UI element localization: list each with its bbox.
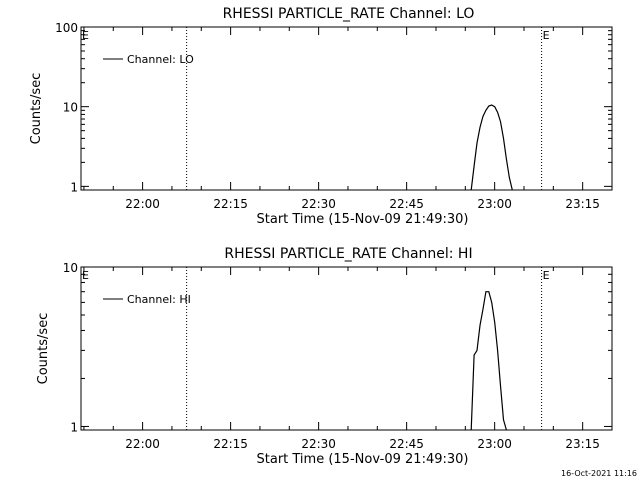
chart-panel-2: RHESSI PARTICLE_RATE Channel: HI E E 22:00 2…	[36, 246, 613, 467]
x-axis-label: Start Time (15-Nov-09 21:49:30)	[257, 452, 469, 467]
x-tick-label-2230: 22:30	[301, 437, 336, 451]
chart-title: RHESSI PARTICLE_RATE Channel: HI	[224, 246, 472, 262]
x-tick-label-2315: 23:15	[565, 437, 600, 451]
chart-panel-1: RHESSI PARTICLE_RATE Channel: LO E E 22:00 2…	[29, 6, 613, 227]
x-tick-label-2245: 22:45	[389, 437, 424, 451]
x-tick-label-2215: 22:15	[213, 197, 248, 211]
series-line-channel-lo	[470, 104, 513, 191]
chart-panels: RHESSI PARTICLE_RATE Channel: LO E E 22:00 2…	[29, 6, 613, 467]
footer-timestamp: 16-Oct-2021 11:16	[561, 469, 637, 478]
plot-frame	[80, 26, 613, 191]
marker-label-3: E	[543, 269, 550, 282]
y-tick-label-1: 1	[70, 420, 78, 434]
y-axis-label: Counts/sec	[29, 73, 44, 145]
marker-label-1: E	[82, 269, 89, 282]
legend-label: Channel: LO	[127, 53, 194, 66]
y-tick-label-100: 100	[55, 21, 78, 35]
y-tick-label-1: 1	[70, 180, 78, 194]
x-tick-label-2300: 23:00	[477, 437, 512, 451]
chart-title: RHESSI PARTICLE_RATE Channel: LO	[223, 6, 475, 22]
marker-label-3: E	[543, 29, 550, 42]
x-tick-label-2200: 22:00	[125, 197, 160, 211]
y-axis-label: Counts/sec	[36, 313, 51, 385]
x-tick-label-2245: 22:45	[389, 197, 424, 211]
y-tick-label-10: 10	[63, 261, 78, 275]
x-tick-label-2300: 23:00	[477, 197, 512, 211]
x-tick-label-2230: 22:30	[301, 197, 336, 211]
x-tick-label-2200: 22:00	[125, 437, 160, 451]
legend-label: Channel: HI	[127, 293, 191, 306]
y-tick-label-10: 10	[63, 101, 78, 115]
marker-label-1: E	[82, 29, 89, 42]
series-line-channel-hi	[470, 291, 507, 431]
x-tick-label-2215: 22:15	[213, 437, 248, 451]
x-tick-label-2315: 23:15	[565, 197, 600, 211]
x-axis-label: Start Time (15-Nov-09 21:49:30)	[257, 212, 469, 227]
plot-frame	[80, 266, 613, 431]
